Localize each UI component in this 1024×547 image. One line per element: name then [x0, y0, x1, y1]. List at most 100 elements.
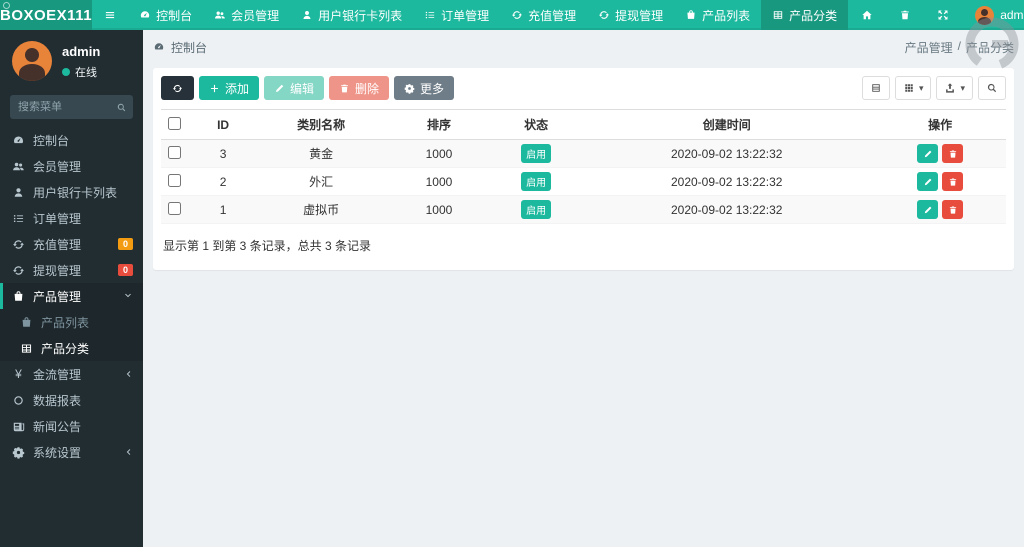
sidebar-username: admin — [62, 44, 101, 59]
search-icon — [986, 82, 998, 94]
cell-id: 3 — [188, 139, 258, 168]
row-checkbox[interactable] — [168, 173, 182, 187]
sidebar-item-settings[interactable]: 系统设置 — [0, 439, 143, 465]
sidebar-item-product-management[interactable]: 产品管理 — [0, 283, 143, 309]
sidebar-toggle-button[interactable] — [92, 0, 128, 30]
pencil-icon — [923, 149, 933, 159]
avatar[interactable] — [12, 41, 52, 81]
users-icon — [12, 160, 25, 173]
pencil-icon — [923, 205, 933, 215]
topbar: BOXOEX111 控制台 会员管理 用户银行卡列表 订单管理 充值管理 提现管… — [0, 0, 1024, 30]
top-nav-product-list[interactable]: 产品列表 — [674, 0, 761, 30]
sidebar-item-product-category[interactable]: 产品分类 — [0, 335, 143, 361]
header-sort[interactable]: 排序 — [384, 109, 494, 140]
row-edit-button[interactable] — [917, 144, 939, 163]
sidebar-item-news[interactable]: 新闻公告 — [0, 413, 143, 439]
sidebar-item-withdraw[interactable]: 提现管理 0 — [0, 257, 143, 283]
trash-icon — [899, 9, 911, 21]
table-icon — [20, 342, 33, 355]
chevron-left-icon — [123, 447, 133, 457]
table-panel: 添加 编辑 删除 更多 ▾ ▾ ID 类别名称 排序 — [153, 68, 1014, 270]
breadcrumb-bar: 控制台 产品管理 / 产品分类 — [143, 30, 1024, 64]
chevron-down-icon — [123, 291, 133, 301]
sidebar-item-recharge[interactable]: 充值管理 0 — [0, 231, 143, 257]
app-logo[interactable]: BOXOEX111 — [0, 0, 93, 30]
header-status[interactable]: 状态 — [493, 109, 580, 140]
list-icon — [424, 9, 436, 21]
pagination-info: 显示第 1 到第 3 条记录，总共 3 条记录 — [163, 239, 372, 253]
sidebar-user-panel: admin 在线 — [0, 30, 143, 91]
breadcrumb: 控制台 — [153, 39, 207, 56]
select-all-checkbox[interactable] — [168, 116, 182, 130]
table-row[interactable]: 3 黄金 1000 启用 2020-09-02 13:22:32 — [161, 139, 1006, 168]
export-button[interactable]: ▾ — [936, 76, 973, 100]
caret-down-icon: ▾ — [918, 82, 924, 93]
sidebar-item-bankcards[interactable]: 用户银行卡列表 — [0, 179, 143, 205]
row-delete-button[interactable] — [942, 172, 964, 191]
header-created[interactable]: 创建时间 — [579, 109, 875, 140]
refresh-icon — [511, 9, 523, 21]
sidebar-item-dashboard[interactable]: 控制台 — [0, 127, 143, 153]
briefcase-icon — [12, 290, 25, 303]
row-delete-button[interactable] — [942, 144, 964, 163]
users-icon — [214, 9, 226, 21]
header-ops: 操作 — [874, 109, 1006, 140]
user-icon — [12, 186, 25, 199]
top-nav-orders[interactable]: 订单管理 — [413, 0, 500, 30]
row-delete-button[interactable] — [942, 200, 964, 219]
pencil-icon — [923, 177, 933, 187]
breadcrumb-separator: / — [957, 38, 961, 53]
refresh-icon — [12, 238, 25, 251]
status-badge: 启用 — [521, 172, 552, 191]
delete-button[interactable]: 删除 — [329, 76, 390, 100]
expand-icon — [937, 9, 949, 21]
sidebar-item-reports[interactable]: 数据报表 — [0, 387, 143, 413]
table-row[interactable]: 2 外汇 1000 启用 2020-09-02 13:22:32 — [161, 167, 1006, 196]
sidebar-item-orders[interactable]: 订单管理 — [0, 205, 143, 231]
table-row[interactable]: 1 虚拟币 1000 启用 2020-09-02 13:22:32 — [161, 195, 1006, 224]
top-nav-dashboard[interactable]: 控制台 — [128, 0, 203, 30]
cell-name: 虚拟币 — [257, 195, 385, 224]
breadcrumb-left[interactable]: 控制台 — [171, 40, 208, 55]
toggle-view-button[interactable] — [861, 76, 890, 100]
fullscreen-button[interactable] — [924, 0, 962, 30]
top-nav-members[interactable]: 会员管理 — [203, 0, 290, 30]
cell-sort: 1000 — [384, 139, 494, 168]
sidebar-item-cashflow[interactable]: ¥ 金流管理 — [0, 361, 143, 387]
row-checkbox[interactable] — [168, 145, 182, 159]
more-button[interactable]: 更多 — [394, 76, 455, 100]
row-checkbox[interactable] — [168, 201, 182, 215]
user-menu[interactable]: admin — [962, 0, 1024, 30]
row-edit-button[interactable] — [917, 200, 939, 219]
hamburger-icon — [104, 9, 116, 21]
status-badge: 启用 — [521, 144, 552, 163]
sidebar-item-product-list[interactable]: 产品列表 — [0, 309, 143, 335]
top-nav-product-category[interactable]: 产品分类 — [761, 0, 849, 30]
gear-icon — [404, 83, 415, 94]
refresh-button[interactable] — [161, 76, 194, 100]
breadcrumb-parent: 产品管理 — [904, 40, 953, 55]
top-nav-recharge[interactable]: 充值管理 — [500, 0, 587, 30]
row-edit-button[interactable] — [917, 172, 939, 191]
list-icon — [12, 212, 25, 225]
cell-id: 1 — [188, 195, 258, 224]
plus-icon — [209, 83, 220, 94]
sidebar-menu: 控制台 会员管理 用户银行卡列表 订单管理 充值管理 0 提现管理 0 产品管理 产… — [0, 127, 143, 465]
search-icon[interactable] — [116, 102, 127, 113]
search-input[interactable] — [18, 101, 116, 113]
header-name[interactable]: 类别名称 — [257, 109, 385, 140]
sidebar-item-members[interactable]: 会员管理 — [0, 153, 143, 179]
search-toggle-button[interactable] — [978, 76, 1006, 100]
top-nav-withdraw[interactable]: 提现管理 — [587, 0, 674, 30]
edit-button[interactable]: 编辑 — [264, 76, 325, 100]
newspaper-icon — [12, 420, 25, 433]
clear-cache-button[interactable] — [886, 0, 924, 30]
add-button[interactable]: 添加 — [199, 76, 260, 100]
withdraw-badge: 0 — [117, 264, 133, 276]
header-id[interactable]: ID — [188, 109, 258, 140]
top-nav-bankcards[interactable]: 用户银行卡列表 — [290, 0, 413, 30]
main-content: 控制台 产品管理 / 产品分类 添加 编辑 删除 更多 ▾ ▾ — [143, 30, 1024, 547]
home-button[interactable] — [848, 0, 886, 30]
briefcase-icon — [20, 316, 33, 329]
columns-button[interactable]: ▾ — [894, 76, 932, 100]
